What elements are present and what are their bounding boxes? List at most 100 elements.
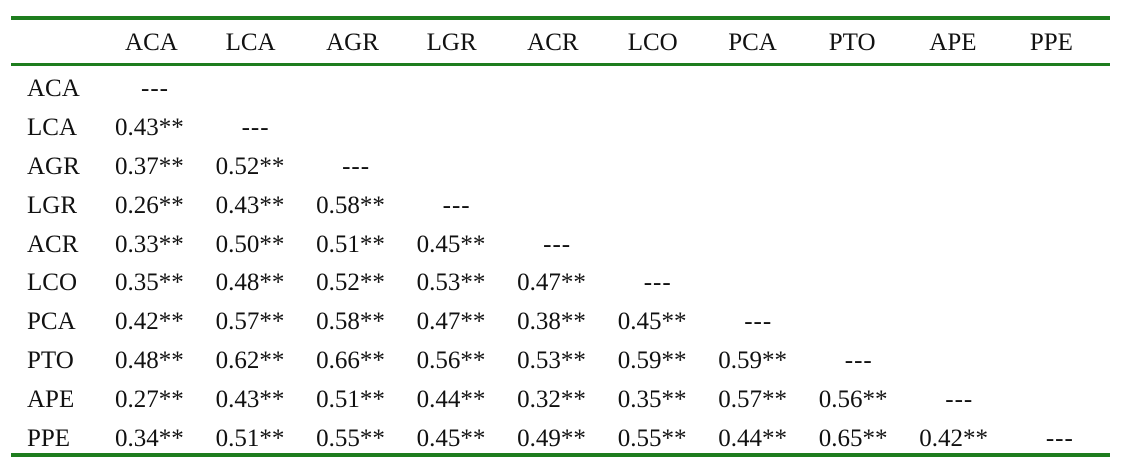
diagonal-cell: --- bbox=[241, 114, 270, 142]
empty-cell bbox=[1018, 109, 1110, 148]
diagonal-cell: --- bbox=[1045, 424, 1074, 452]
correlation-cell: 0.58** bbox=[316, 191, 385, 219]
empty-cell bbox=[1018, 186, 1110, 225]
empty-cell bbox=[817, 264, 918, 303]
correlation-cell: 0.47** bbox=[517, 269, 586, 297]
correlation-cell: 0.57** bbox=[718, 385, 787, 413]
correlation-cell: 0.65** bbox=[818, 424, 888, 452]
header-row: ACA LCA AGR LGR ACR LCO PCA PTO APE PPE bbox=[11, 20, 1110, 66]
empty-cell bbox=[616, 66, 717, 109]
table-row: LCO 0.35** 0.48** 0.52** 0.53** 0.47** --- bbox=[11, 264, 1110, 303]
diagonal-cell: --- bbox=[543, 230, 572, 258]
correlation-cell: 0.55** bbox=[617, 424, 687, 452]
table-row: ACA --- bbox=[11, 66, 1110, 109]
empty-cell bbox=[716, 186, 817, 225]
correlation-cell: 0.57** bbox=[215, 308, 285, 336]
correlation-cell: 0.62** bbox=[215, 346, 285, 374]
diagonal-cell: --- bbox=[643, 269, 672, 297]
correlation-cell: 0.45** bbox=[617, 308, 687, 336]
correlation-cell: 0.32** bbox=[517, 385, 586, 413]
table-row: PPE 0.34** 0.51** 0.55** 0.45** 0.49** 0.55** 0… bbox=[11, 419, 1110, 458]
header-corner bbox=[11, 20, 113, 66]
correlation-cell: 0.44** bbox=[718, 424, 787, 452]
correlation-cell: 0.51** bbox=[215, 424, 285, 452]
diagonal-cell: --- bbox=[442, 191, 471, 219]
correlation-cell: 0.45** bbox=[416, 424, 486, 452]
row-label-ppe: PPE bbox=[27, 424, 71, 452]
row-label-acr: ACR bbox=[27, 230, 79, 258]
column-header-acr: ACR bbox=[527, 29, 579, 56]
table-header-rule bbox=[11, 63, 1110, 66]
correlation-table: ACA LCA AGR LGR ACR LCO PCA PTO APE PPE ACA --- LCA… bbox=[11, 20, 1110, 458]
empty-cell bbox=[214, 66, 315, 109]
correlation-cell: 0.45** bbox=[416, 230, 486, 258]
column-header-lca: LCA bbox=[225, 29, 276, 56]
table-row: PCA 0.42** 0.57** 0.58** 0.47** 0.38** 0.45** -… bbox=[11, 303, 1110, 342]
correlation-cell: 0.49** bbox=[517, 424, 586, 452]
empty-cell bbox=[1018, 303, 1110, 342]
table-row: ACR 0.33** 0.50** 0.51** 0.45** --- bbox=[11, 225, 1110, 264]
row-label-lco: LCO bbox=[27, 269, 77, 297]
column-header-ppe: PPE bbox=[1029, 29, 1073, 56]
correlation-cell: 0.59** bbox=[718, 346, 787, 374]
correlation-cell: 0.48** bbox=[115, 346, 184, 374]
correlation-cell: 0.52** bbox=[316, 269, 385, 297]
correlation-cell: 0.26** bbox=[115, 191, 184, 219]
empty-cell bbox=[1018, 342, 1110, 381]
correlation-cell: 0.51** bbox=[316, 385, 385, 413]
table-row: LGR 0.26** 0.43** 0.58** --- bbox=[11, 186, 1110, 225]
empty-cell bbox=[515, 109, 616, 148]
empty-cell bbox=[1018, 225, 1110, 264]
empty-cell bbox=[1018, 264, 1110, 303]
correlation-cell: 0.43** bbox=[215, 385, 285, 413]
correlation-cell: 0.52** bbox=[215, 152, 285, 180]
correlation-cell: 0.35** bbox=[115, 269, 184, 297]
empty-cell bbox=[515, 66, 616, 109]
empty-cell bbox=[917, 109, 1018, 148]
correlation-cell: 0.34** bbox=[115, 424, 184, 452]
column-header-aca: ACA bbox=[125, 29, 178, 56]
row-label-pca: PCA bbox=[27, 308, 76, 336]
empty-cell bbox=[616, 148, 717, 187]
column-header-ape: APE bbox=[929, 29, 977, 56]
empty-cell bbox=[917, 264, 1018, 303]
empty-cell bbox=[917, 186, 1018, 225]
correlation-cell: 0.27** bbox=[115, 385, 184, 413]
diagonal-cell: --- bbox=[945, 385, 974, 413]
empty-cell bbox=[515, 148, 616, 187]
correlation-cell: 0.43** bbox=[115, 114, 184, 142]
table-body: ACA --- LCA 0.43** --- AGR 0.37** 0.52** --- LGR 0… bbox=[11, 66, 1110, 458]
diagonal-cell: --- bbox=[342, 152, 371, 180]
correlation-cell: 0.44** bbox=[416, 385, 486, 413]
empty-cell bbox=[1018, 380, 1110, 419]
table-top-rule bbox=[11, 16, 1110, 20]
table-bottom-rule bbox=[11, 453, 1110, 457]
row-label-aca: ACA bbox=[27, 75, 80, 103]
empty-cell bbox=[716, 109, 817, 148]
correlation-cell: 0.37** bbox=[115, 152, 184, 180]
empty-cell bbox=[314, 109, 415, 148]
diagonal-cell: --- bbox=[844, 346, 873, 374]
correlation-cell: 0.48** bbox=[215, 269, 285, 297]
row-label-pto: PTO bbox=[27, 346, 74, 374]
row-label-lca: LCA bbox=[27, 114, 77, 142]
column-header-lgr: LGR bbox=[426, 29, 477, 56]
correlation-cell: 0.56** bbox=[818, 385, 888, 413]
empty-cell bbox=[817, 66, 918, 109]
column-header-pto: PTO bbox=[828, 29, 876, 56]
empty-cell bbox=[415, 66, 516, 109]
empty-cell bbox=[917, 148, 1018, 187]
empty-cell bbox=[817, 303, 918, 342]
correlation-cell: 0.38** bbox=[517, 308, 586, 336]
correlation-cell: 0.35** bbox=[617, 385, 687, 413]
correlation-cell: 0.53** bbox=[517, 346, 586, 374]
empty-cell bbox=[1018, 66, 1110, 109]
empty-cell bbox=[415, 148, 516, 187]
empty-cell bbox=[616, 109, 717, 148]
table-row: PTO 0.48** 0.62** 0.66** 0.56** 0.53** 0.59** 0… bbox=[11, 342, 1110, 381]
empty-cell bbox=[314, 66, 415, 109]
empty-cell bbox=[817, 186, 918, 225]
empty-cell bbox=[616, 225, 717, 264]
row-label-agr: AGR bbox=[27, 152, 80, 180]
empty-cell bbox=[817, 148, 918, 187]
